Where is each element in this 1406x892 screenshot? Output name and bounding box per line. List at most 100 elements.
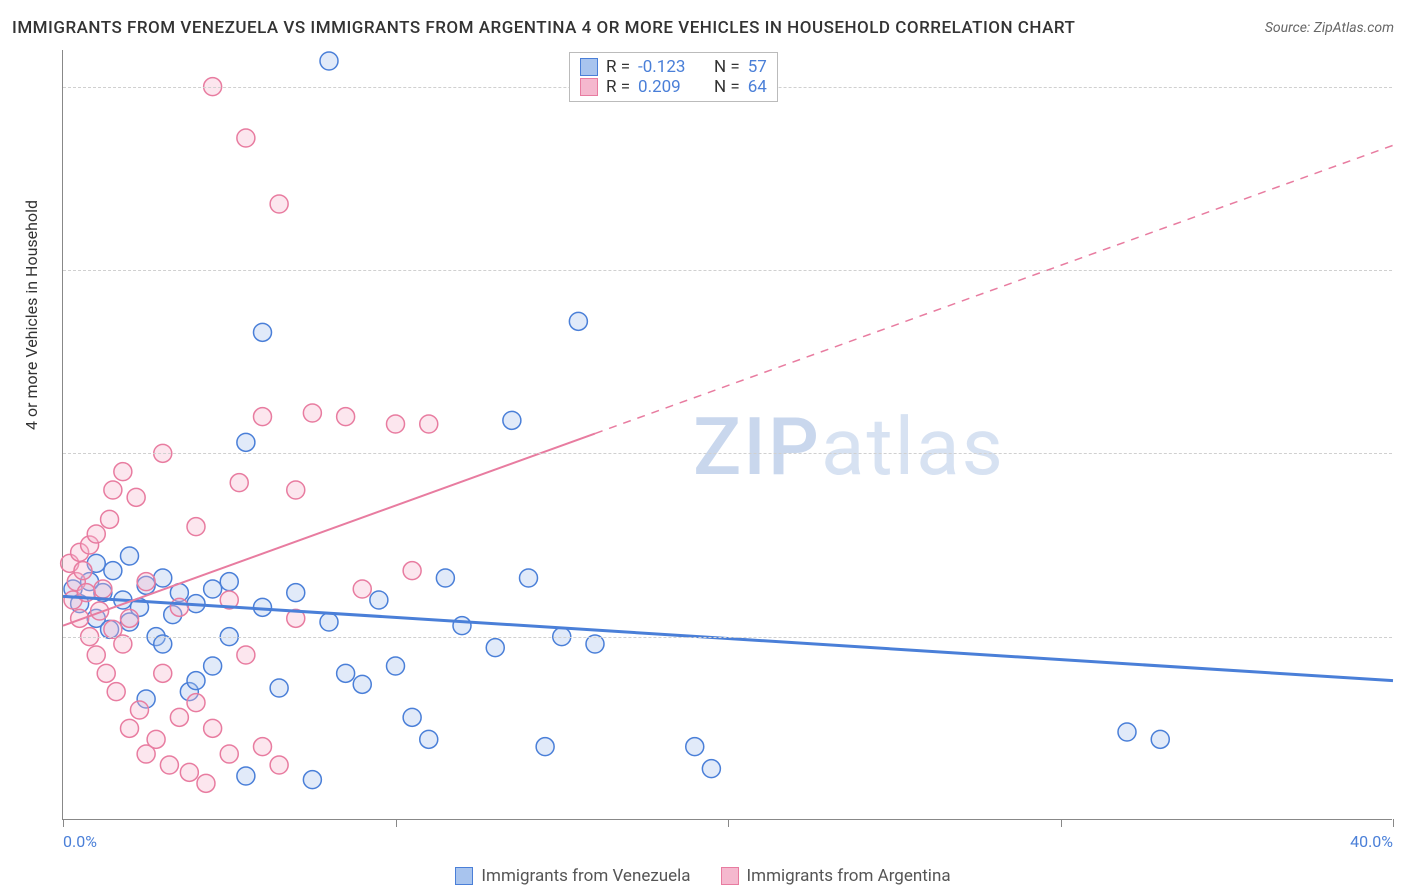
trend-line-dashed bbox=[595, 145, 1393, 433]
scatter-point bbox=[114, 463, 132, 481]
scatter-point bbox=[121, 719, 139, 737]
x-tick-label: 0.0% bbox=[63, 832, 97, 851]
source-label: Source: ZipAtlas.com bbox=[1265, 20, 1394, 36]
scatter-point bbox=[121, 609, 139, 627]
legend-n-value: 57 bbox=[748, 57, 767, 77]
scatter-point bbox=[147, 730, 165, 748]
scatter-point bbox=[303, 404, 321, 422]
legend-correlation-row: R = 0.209 N = 64 bbox=[580, 77, 767, 97]
scatter-point bbox=[121, 547, 139, 565]
chart-svg bbox=[63, 50, 1392, 819]
scatter-point bbox=[154, 664, 172, 682]
scatter-point bbox=[337, 664, 355, 682]
scatter-point bbox=[97, 664, 115, 682]
scatter-point bbox=[94, 580, 112, 598]
y-tick-label: 10.0% bbox=[1397, 444, 1406, 463]
scatter-point bbox=[204, 719, 222, 737]
scatter-point bbox=[220, 573, 238, 591]
scatter-point bbox=[180, 763, 198, 781]
legend-r-value: -0.123 bbox=[638, 57, 698, 77]
legend-swatch bbox=[580, 78, 598, 96]
x-tick bbox=[1061, 819, 1062, 827]
gridline bbox=[63, 270, 1392, 271]
scatter-point bbox=[154, 635, 172, 653]
legend-r-value: 0.209 bbox=[638, 77, 698, 97]
legend-swatch bbox=[721, 867, 739, 885]
scatter-point bbox=[104, 481, 122, 499]
scatter-point bbox=[107, 683, 125, 701]
scatter-point bbox=[187, 672, 205, 690]
scatter-point bbox=[114, 635, 132, 653]
gridline bbox=[63, 453, 1392, 454]
scatter-point bbox=[403, 708, 421, 726]
legend-series-item: Immigrants from Venezuela bbox=[455, 866, 690, 886]
scatter-point bbox=[503, 411, 521, 429]
scatter-point bbox=[520, 569, 538, 587]
scatter-point bbox=[1151, 730, 1169, 748]
scatter-point bbox=[287, 481, 305, 499]
legend-n-label: N = bbox=[714, 77, 740, 97]
y-tick-label: 20.0% bbox=[1397, 77, 1406, 96]
y-axis-label: 4 or more Vehicles in Household bbox=[22, 200, 41, 430]
scatter-point bbox=[287, 584, 305, 602]
scatter-point bbox=[320, 613, 338, 631]
trend-line-solid bbox=[63, 434, 595, 626]
scatter-point bbox=[137, 573, 155, 591]
legend-series-item: Immigrants from Argentina bbox=[721, 866, 951, 886]
scatter-point bbox=[187, 518, 205, 536]
scatter-point bbox=[337, 408, 355, 426]
scatter-point bbox=[702, 760, 720, 778]
legend-n-label: N = bbox=[714, 57, 740, 77]
scatter-point bbox=[270, 679, 288, 697]
scatter-point bbox=[104, 562, 122, 580]
x-tick-label: 40.0% bbox=[1350, 832, 1393, 851]
scatter-point bbox=[303, 771, 321, 789]
scatter-point bbox=[87, 646, 105, 664]
scatter-point bbox=[204, 657, 222, 675]
legend-series-label: Immigrants from Venezuela bbox=[481, 866, 690, 886]
legend-correlation: R = -0.123 N = 57 R = 0.209 N = 64 bbox=[569, 52, 778, 102]
scatter-point bbox=[237, 767, 255, 785]
scatter-point bbox=[197, 774, 215, 792]
legend-r-label: R = bbox=[606, 57, 630, 77]
scatter-point bbox=[420, 415, 438, 433]
scatter-point bbox=[170, 598, 188, 616]
x-tick bbox=[63, 819, 64, 827]
scatter-point bbox=[254, 738, 272, 756]
scatter-point bbox=[130, 701, 148, 719]
x-tick bbox=[728, 819, 729, 827]
x-tick bbox=[1393, 819, 1394, 827]
scatter-point bbox=[160, 756, 178, 774]
trend-line bbox=[63, 596, 1393, 680]
scatter-point bbox=[486, 639, 504, 657]
scatter-point bbox=[230, 474, 248, 492]
scatter-point bbox=[270, 756, 288, 774]
scatter-point bbox=[204, 580, 222, 598]
scatter-point bbox=[154, 569, 172, 587]
scatter-point bbox=[220, 745, 238, 763]
title-bar: IMMIGRANTS FROM VENEZUELA VS IMMIGRANTS … bbox=[12, 18, 1394, 38]
x-tick bbox=[396, 819, 397, 827]
y-tick-label: 5.0% bbox=[1397, 627, 1406, 646]
scatter-point bbox=[187, 694, 205, 712]
scatter-point bbox=[453, 617, 471, 635]
chart-title: IMMIGRANTS FROM VENEZUELA VS IMMIGRANTS … bbox=[12, 18, 1075, 38]
legend-swatch bbox=[455, 867, 473, 885]
legend-n-value: 64 bbox=[748, 77, 767, 97]
scatter-point bbox=[370, 591, 388, 609]
scatter-point bbox=[387, 657, 405, 675]
gridline bbox=[63, 637, 1392, 638]
legend-swatch bbox=[580, 58, 598, 76]
scatter-point bbox=[254, 323, 272, 341]
scatter-point bbox=[237, 433, 255, 451]
scatter-point bbox=[237, 129, 255, 147]
scatter-point bbox=[254, 408, 272, 426]
scatter-point bbox=[586, 635, 604, 653]
scatter-point bbox=[387, 415, 405, 433]
scatter-point bbox=[127, 488, 145, 506]
legend-series: Immigrants from Venezuela Immigrants from… bbox=[0, 866, 1406, 886]
scatter-point bbox=[170, 708, 188, 726]
legend-r-label: R = bbox=[606, 77, 630, 97]
scatter-point bbox=[74, 562, 92, 580]
scatter-point bbox=[87, 525, 105, 543]
